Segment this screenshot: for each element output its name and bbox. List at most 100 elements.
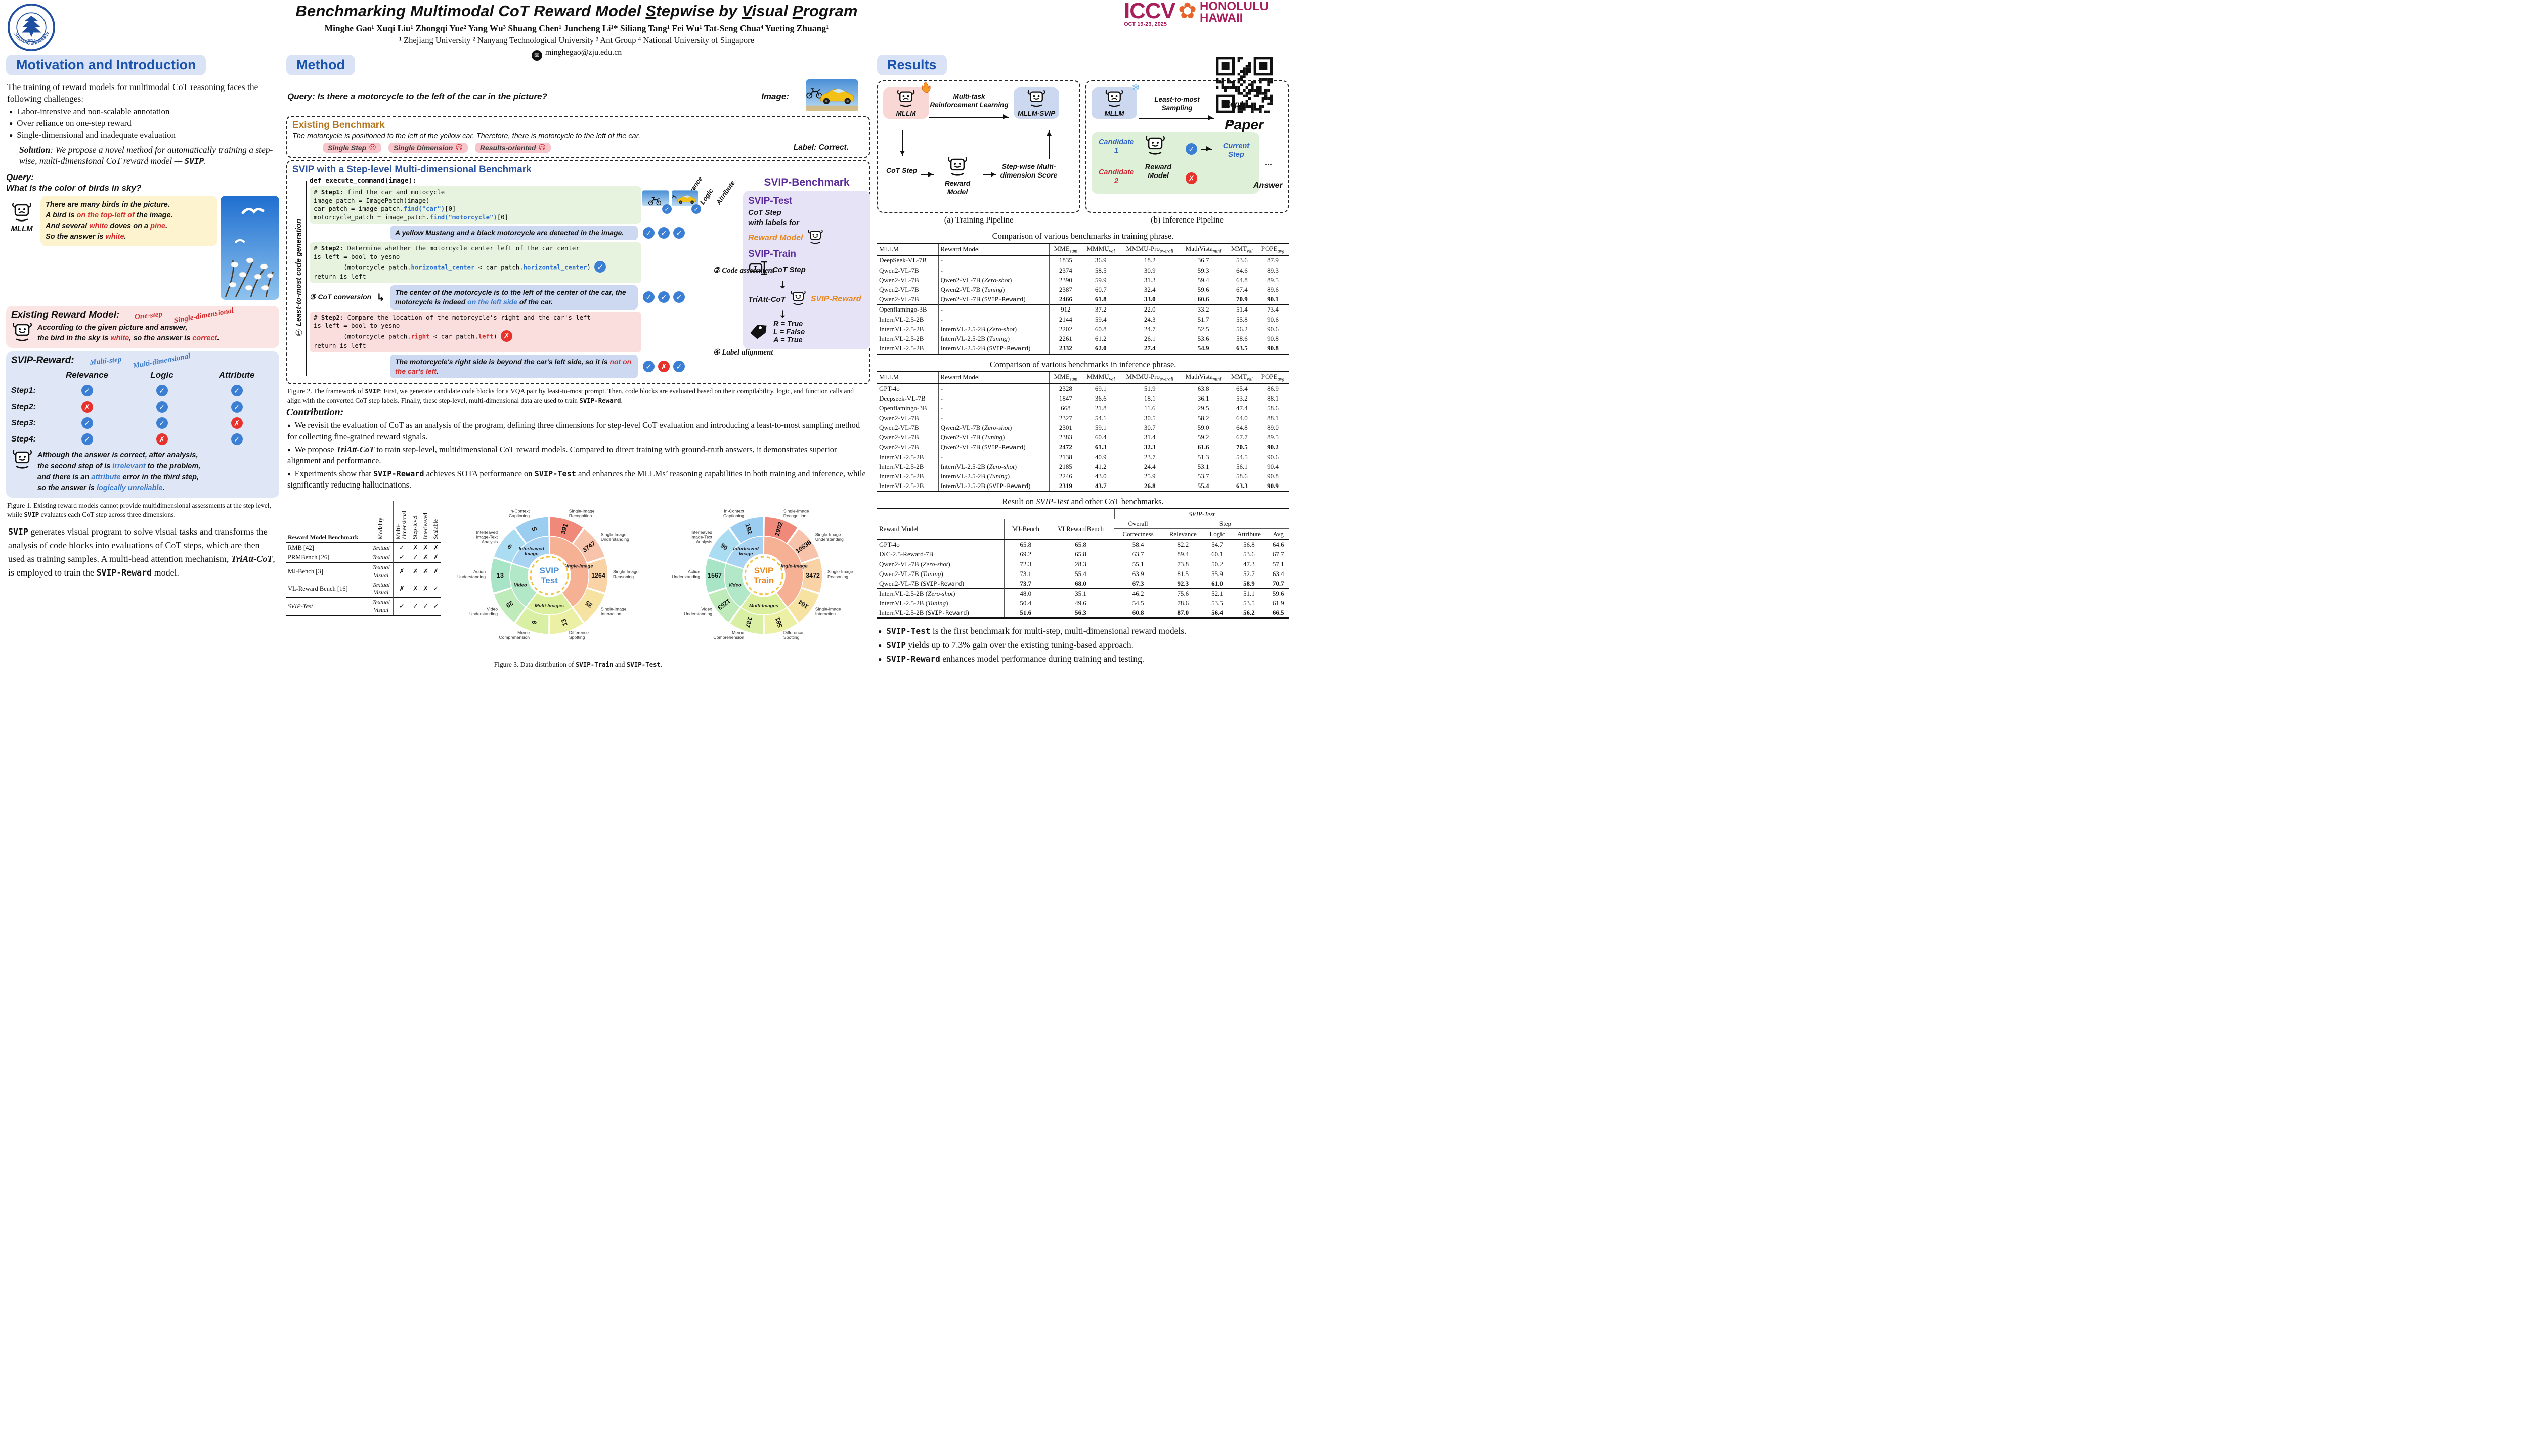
svg-text:3472: 3472 (806, 572, 820, 579)
table-cell: 2301 (1059, 423, 1072, 431)
benchmark-table: Reward Model Benchmark Modality Multi-dime… (286, 501, 441, 616)
code-step2-block: # Step2: Determine whether the motorcycl… (310, 242, 641, 284)
table-cell: 49.6 (1075, 599, 1086, 607)
text-line: return is_left (314, 273, 637, 281)
email-row: ✉ minghegao@zju.edu.cn (121, 48, 1032, 61)
table-cell: 51.4 (1227, 304, 1257, 315)
text-segment: of the car. (517, 297, 553, 306)
table-cell: InternVL-2.5-2B (877, 471, 939, 481)
table-cell: 90.6 (1257, 314, 1289, 325)
table-cell: 58.6 (1236, 472, 1248, 480)
text-segment: and (613, 660, 627, 669)
svip-test-heading: SVIP-Test (748, 196, 793, 206)
text-segment: The center of the motorcycle is to the l… (395, 288, 626, 306)
score-label: Step-wise Multi-dimension Score (1000, 162, 1058, 179)
text-segment: pine (150, 222, 165, 230)
table-cell: 64.6 (1227, 265, 1257, 276)
def-line: def execute_command(image): (310, 177, 417, 185)
table-cell: - (938, 314, 1050, 325)
table-cell: 50.2 (1204, 559, 1231, 569)
table-cell: Qwen2-VL-7B (877, 413, 939, 423)
table-cell: 59.6 (1197, 286, 1209, 294)
conclusion-list: SVIP-Test is the first benchmark for mul… (878, 626, 1289, 665)
table-header: Step-level (410, 501, 421, 544)
text-segment: horizontal_center (411, 263, 475, 271)
table-header: MathVistamini (1180, 371, 1227, 384)
table-header: MMMUval (1081, 371, 1120, 384)
table-header: Overall (1114, 519, 1162, 530)
flag-cell: ✗ (433, 554, 439, 562)
table-cell: 60.1 (1211, 550, 1223, 558)
affiliations-line: ¹ Zhejiang University ² Nanyang Technolo… (399, 35, 754, 45)
table-cell: - (938, 304, 1050, 315)
svg-text:Captioning: Captioning (509, 513, 530, 518)
arrow (900, 130, 905, 156)
table-cell: 64.0 (1227, 413, 1257, 423)
table-cell: 90.2 (1267, 443, 1279, 451)
text-segment: . (165, 222, 167, 230)
text-segment: : find the car and motocycle (339, 189, 445, 196)
text-segment: SVIP (24, 510, 39, 518)
text-line: According to the given picture and answe… (37, 323, 219, 334)
svip-reward-label: SVIP-Reward (810, 295, 861, 304)
down-arrow-icon: ↓ (778, 279, 787, 291)
table-cell: 73.8 (1161, 559, 1204, 569)
table-cell: 72.3 (1004, 559, 1047, 569)
svg-text:Image-Text: Image-Text (691, 535, 713, 540)
arrow (1047, 130, 1052, 159)
text-segment: . (124, 232, 126, 241)
table-cell: 88.1 (1267, 394, 1279, 402)
text-line: the bird in the sky is white, so the ans… (37, 333, 219, 344)
table-header: VLRewardBench (1047, 519, 1115, 540)
text-segment: car_patch = image_patch. (314, 205, 404, 213)
check-icon: ✓ (1186, 143, 1197, 155)
table-cell: 54.5 (1132, 599, 1144, 607)
svg-text:Meme: Meme (732, 630, 744, 635)
figure2-caption: Figure 2. The framework of SVIP: First, … (287, 387, 869, 405)
table-cell: 60.8 (1114, 608, 1162, 619)
table-cell: 64.8 (1236, 423, 1248, 431)
table-cell: MJ-Bench [3] (286, 562, 370, 581)
sunburst-inner-segment (549, 536, 589, 608)
flag-cell: ✗ (412, 585, 418, 593)
check-icon: ✓ (658, 291, 670, 303)
table-cell: 2138 (1049, 452, 1082, 462)
mllm-robot-icon (11, 202, 33, 224)
mllm-svip-robot-icon (1026, 90, 1047, 109)
table-cell: 70.5 (1236, 443, 1248, 451)
table1-title: Comparison of various benchmarks in trai… (992, 231, 1174, 241)
text-segment: # (314, 245, 321, 252)
svg-text:Understanding: Understanding (672, 574, 700, 579)
arrow (929, 114, 1009, 120)
text-segment: the second step of is (37, 462, 113, 470)
table-cell: Qwen2-VL-7B (SVIP-Reward) (938, 294, 1050, 305)
text-segment: is_left = bool_to_yesno (314, 253, 400, 260)
reward-model-robot-icon (1144, 136, 1166, 158)
text-segment: SVIP (365, 387, 380, 395)
single-dimension-pill: Single Dimension ☹ (388, 143, 468, 153)
text-segment: Result on (1002, 497, 1036, 507)
text-segment: SVIP (8, 527, 28, 537)
table-cell: 59.0 (1197, 423, 1209, 431)
method-query: Query: Is there a motorcycle to the left… (287, 92, 547, 102)
text-line: so the answer is logically unreliable. (37, 483, 200, 494)
table-cell: 30.7 (1144, 423, 1156, 431)
table-header: Reward Model (938, 243, 1050, 256)
poster-page: { "header": { "title_segments": [ {"t":"… (0, 0, 1295, 728)
table-header: Reward Model Benchmark (286, 501, 370, 544)
table-cell: Qwen2-VL-7B (SVIP-Reward) (938, 442, 1050, 452)
table-cell: 54.5 (1227, 452, 1257, 462)
text-segment: SVIP-Test (1036, 497, 1069, 507)
table-cell: 30.9 (1119, 265, 1180, 276)
one-step-tag: One-step (134, 310, 163, 321)
table-cell: 60.6 (1197, 295, 1209, 303)
text-segment: : We propose a novel method for automati… (19, 144, 273, 166)
mllm-chip: MLLM ❄ (1092, 81, 1140, 119)
training-benchmark-table: MLLM Reward Model MMEsum MMMUval MMMU-Proove… (877, 243, 1289, 355)
table-cell: 2328 (1059, 384, 1072, 392)
check-icon: ✓ (156, 385, 168, 397)
table-cell: 62.0 (1081, 343, 1120, 355)
svg-text:Single-Image: Single-Image (601, 532, 627, 537)
text-segment: A yellow Mustang and a black motorcycle … (395, 229, 624, 237)
table-cell: InternVL-2.5-2B (877, 314, 939, 325)
